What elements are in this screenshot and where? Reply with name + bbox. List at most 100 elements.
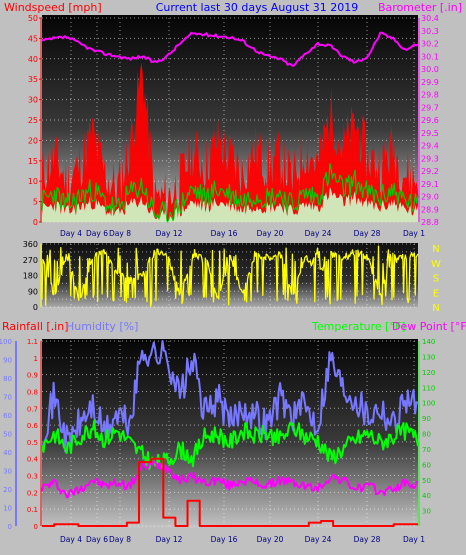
rainfall-line (42, 457, 418, 527)
wind-ytick-4: 20 (28, 136, 38, 145)
wind-ytick-2: 10 (28, 177, 38, 186)
rainfall-title: Rainfall [.in] (2, 320, 69, 333)
baro-ytick-9: 29.7 (421, 103, 439, 112)
rain-xtick-0: Day 4 (60, 535, 82, 544)
wind-xtick-7: Day 28 (354, 229, 381, 238)
temp-ytick-10: 130 (422, 353, 435, 361)
baro-ytick-6: 29.4 (421, 142, 439, 151)
rain-ytick-0: 0 (34, 523, 38, 531)
baro-ytick-12: 30.0 (421, 65, 439, 74)
hum-ytick-3: 30 (3, 468, 12, 476)
baro-ytick-7: 29.5 (421, 129, 439, 138)
hum-ytick-1: 10 (3, 505, 12, 513)
temp-ytick-5: 80 (422, 431, 431, 439)
wind-ytick-9: 45 (28, 34, 38, 43)
baro-ytick-5: 29.3 (421, 154, 439, 163)
rain-ytick-7: 0.7 (27, 405, 38, 413)
dir-ytick-4: 360 (23, 240, 38, 249)
baro-ytick-11: 29.9 (421, 78, 439, 87)
hum-ytick-7: 70 (3, 394, 12, 402)
temp-ytick-0: 30 (422, 508, 431, 516)
hum-ytick-10: 100 (0, 338, 12, 346)
baro-ytick-2: 29.0 (421, 193, 439, 202)
wind-ytick-0: 0 (33, 218, 38, 227)
rain-ytick-2: 0.2 (27, 489, 38, 497)
temp-ytick-6: 90 (422, 415, 431, 423)
baro-ytick-10: 29.8 (421, 91, 439, 100)
wind-light-area (42, 186, 418, 222)
barometer-line (41, 31, 419, 67)
dir-ytick-1: 90 (28, 287, 38, 296)
wind-ytick-10: 50 (28, 14, 38, 23)
baro-ytick-16: 30.4 (421, 14, 439, 23)
temperature-line (41, 419, 419, 471)
dir-compass-3: E (433, 288, 439, 299)
wind-xtick-4: Day 16 (211, 229, 238, 238)
wind-xtick-6: Day 24 (305, 229, 332, 238)
wind-xtick-8: Day 1 (403, 229, 425, 238)
rain-xtick-2: Day 8 (109, 535, 131, 544)
rain-xtick-4: Day 16 (211, 535, 238, 544)
wind-ytick-7: 35 (28, 75, 38, 84)
wind-ytick-8: 40 (28, 55, 38, 64)
temp-ytick-1: 40 (422, 492, 431, 500)
temp-ytick-4: 70 (422, 446, 431, 454)
rain-xtick-7: Day 28 (354, 535, 381, 544)
dir-ytick-3: 270 (23, 256, 38, 265)
dir-ytick-0: 0 (33, 303, 38, 312)
wind-xtick-2: Day 8 (109, 229, 131, 238)
dir-compass-1: W (431, 259, 441, 270)
dewpoint-line (41, 460, 419, 499)
rain-xtick-6: Day 24 (305, 535, 332, 544)
baro-ytick-1: 28.9 (421, 205, 439, 214)
rain-ytick-6: 0.6 (27, 422, 39, 430)
rain-ytick-4: 0.4 (27, 456, 39, 464)
baro-ytick-4: 29.2 (421, 167, 439, 176)
series-layer (41, 31, 419, 527)
dir-compass-0: N (432, 244, 439, 255)
rain-xtick-5: Day 20 (257, 535, 284, 544)
humidity-line (41, 340, 419, 453)
wind-ytick-1: 5 (33, 198, 38, 207)
temp-ytick-7: 100 (422, 400, 435, 408)
hum-ytick-5: 50 (3, 431, 12, 439)
rain-xtick-8: Day 1 (403, 535, 425, 544)
rain-ytick-11: 1.1 (27, 338, 38, 346)
baro-ytick-15: 30.3 (421, 27, 439, 36)
hum-ytick-0: 0 (8, 523, 12, 531)
rain-ytick-9: 0.9 (27, 372, 38, 380)
hum-ytick-8: 80 (3, 375, 12, 383)
rain-ytick-10: 1 (34, 355, 38, 363)
dir-ytick-2: 180 (23, 272, 38, 281)
baro-ytick-0: 28.8 (421, 218, 439, 227)
wind-ytick-5: 25 (28, 116, 38, 125)
axis-layer: 0510152025303540455028.828.929.029.129.2… (0, 14, 441, 544)
chart-title: Current last 30 days August 31 2019 (156, 1, 359, 14)
barometer-title: Barometer [.in] (378, 1, 462, 14)
wind-direction-line (41, 245, 419, 307)
temp-ytick-8: 110 (422, 384, 435, 392)
temp-ytick-2: 50 (422, 477, 431, 485)
humidity-title: Humidity [%] (66, 320, 138, 333)
temp-ytick-3: 60 (422, 461, 431, 469)
wind-xtick-0: Day 4 (60, 229, 82, 238)
dewpoint-title: Dew Point [°F] (392, 320, 466, 333)
baro-ytick-8: 29.6 (421, 116, 439, 125)
baro-ytick-3: 29.1 (421, 180, 439, 189)
temperature-title: Temperature [°F] (311, 320, 406, 333)
rain-ytick-5: 0.5 (27, 439, 38, 447)
rain-ytick-8: 0.8 (27, 388, 38, 396)
rain-ytick-3: 0.3 (27, 473, 38, 481)
temp-ytick-9: 120 (422, 369, 435, 377)
wind-xtick-1: Day 6 (86, 229, 108, 238)
rain-xtick-3: Day 12 (156, 535, 183, 544)
wind-xtick-5: Day 20 (257, 229, 284, 238)
hum-ytick-6: 60 (3, 412, 12, 420)
hum-ytick-4: 40 (3, 449, 12, 457)
dir-compass-2: S (433, 274, 439, 285)
baro-ytick-14: 30.2 (421, 40, 439, 49)
rain-ytick-1: 0.1 (27, 506, 38, 514)
baro-ytick-13: 30.1 (421, 52, 439, 61)
rain-xtick-1: Day 6 (86, 535, 108, 544)
